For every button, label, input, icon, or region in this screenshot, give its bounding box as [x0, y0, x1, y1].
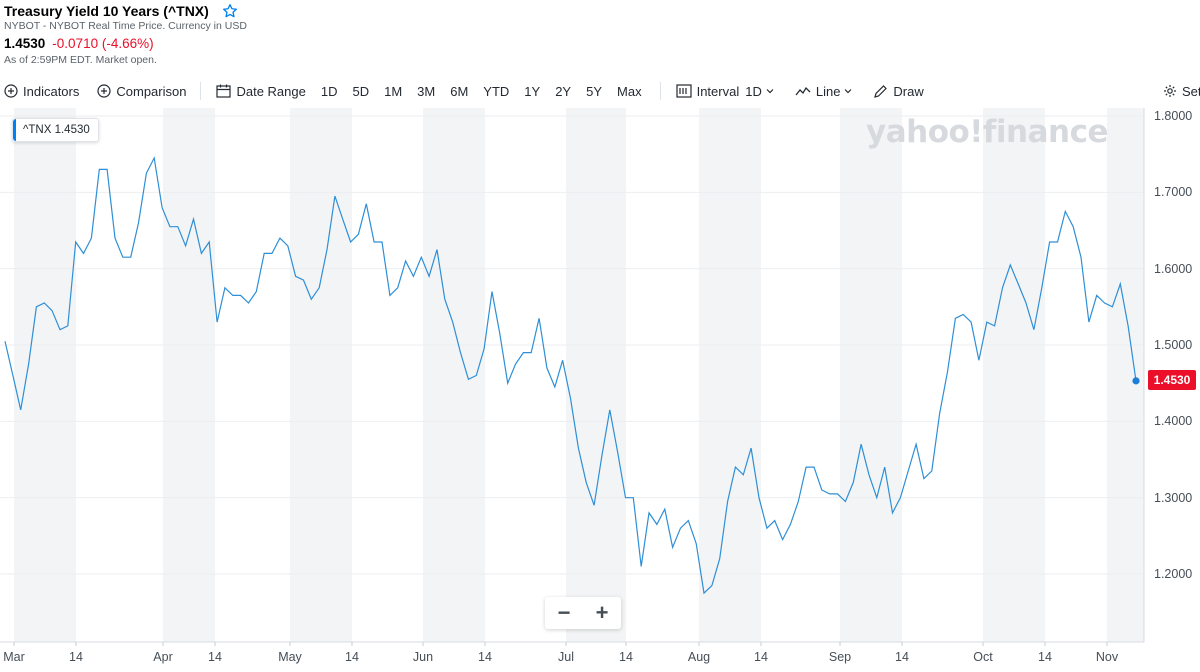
- draw-button[interactable]: Draw: [873, 83, 924, 99]
- month-band: [163, 108, 215, 642]
- interval-label: Interval: [696, 83, 740, 99]
- series-legend[interactable]: ^TNX 1.4530: [12, 118, 99, 142]
- price-line: [4, 156, 1137, 595]
- settings-label: Settings: [1182, 83, 1200, 99]
- x-tick-label: May: [278, 650, 302, 664]
- exchange-info: NYBOT - NYBOT Real Time Price. Currency …: [4, 20, 247, 32]
- interval-icon: [675, 84, 692, 98]
- date-range-button[interactable]: Date Range: [216, 83, 306, 99]
- x-tick-label: 14: [208, 650, 222, 664]
- range-2y[interactable]: 2Y: [555, 83, 572, 99]
- x-tick-label: 14: [895, 650, 909, 664]
- month-band: [566, 108, 626, 642]
- zoom-controls: − +: [545, 597, 621, 629]
- month-band: [423, 108, 485, 642]
- range-max[interactable]: Max: [617, 83, 642, 99]
- settings-button[interactable]: Settings: [1163, 84, 1200, 99]
- toolbar-divider: [200, 82, 202, 100]
- yahoo-finance-watermark: yahoo!finance: [866, 114, 1109, 150]
- x-tick-label: 14: [1038, 650, 1052, 664]
- x-tick-label: 14: [345, 650, 359, 664]
- chart-type-label: Line: [815, 83, 841, 99]
- range-6m[interactable]: 6M: [450, 83, 469, 99]
- x-tick-label: Nov: [1095, 650, 1119, 664]
- x-tick-label: 14: [619, 650, 633, 664]
- page-title: Treasury Yield 10 Years (^TNX): [4, 3, 209, 19]
- y-tick-label: 1.3000: [1154, 490, 1193, 505]
- month-band: [290, 108, 352, 642]
- month-band: [14, 108, 76, 642]
- month-band: [699, 108, 761, 642]
- month-band: [1107, 108, 1144, 642]
- gear-icon: [1164, 85, 1176, 97]
- x-tick-label: Apr: [153, 650, 173, 664]
- price-change: -0.0710 (-4.66%): [52, 36, 154, 51]
- range-1d[interactable]: 1D: [320, 83, 338, 99]
- x-tick-label: Mar: [3, 650, 25, 664]
- gridlines: [0, 115, 1144, 575]
- plus-circle-icon: [4, 84, 18, 98]
- zoom-out-button[interactable]: −: [557, 600, 571, 625]
- interval-dropdown[interactable]: Interval 1D: [675, 83, 779, 99]
- range-ytd[interactable]: YTD: [483, 83, 510, 99]
- star-icon[interactable]: [222, 3, 238, 19]
- current-price: 1.4530: [4, 36, 46, 51]
- calendar-icon: [216, 84, 232, 98]
- date-range-label: Date Range: [236, 83, 306, 99]
- month-bands: [14, 108, 1144, 642]
- x-tick-label: Aug: [687, 650, 711, 664]
- y-tick-label: 1.2000: [1154, 567, 1193, 581]
- indicators-label: Indicators: [23, 83, 80, 99]
- plus-circle-icon: [97, 84, 111, 98]
- x-tick-label: 14: [69, 650, 83, 664]
- title-row: Treasury Yield 10 Years (^TNX): [4, 1, 604, 21]
- indicators-button[interactable]: Indicators: [4, 84, 79, 99]
- market-status: As of 2:59PM EDT. Market open.: [4, 54, 157, 66]
- zoom-in-button[interactable]: +: [595, 600, 609, 625]
- x-tick-label: Jul: [558, 650, 574, 664]
- range-5y[interactable]: 5Y: [586, 83, 603, 99]
- y-tick-label: 1.5000: [1154, 338, 1193, 352]
- toolbar-divider: [659, 82, 661, 100]
- chevron-down-icon: [766, 89, 774, 94]
- last-price-dot: [1132, 377, 1140, 385]
- interval-value: 1D: [745, 83, 762, 99]
- line-chart-icon: [795, 86, 811, 96]
- y-tick-label: 1.8000: [1154, 109, 1193, 123]
- last-price-tag: 1.4530: [1148, 370, 1196, 390]
- x-tick-marks: [13, 642, 1108, 646]
- comparison-button[interactable]: Comparison: [97, 84, 186, 99]
- range-3m[interactable]: 3M: [417, 83, 436, 99]
- y-tick-label: 1.4000: [1154, 414, 1193, 429]
- chart-toolbar: Indicators Comparison Date Range 1D 5D 1…: [0, 78, 1200, 104]
- y-tick-label: 1.6000: [1154, 261, 1193, 276]
- x-tick-label: Jun: [412, 650, 434, 664]
- range-1y[interactable]: 1Y: [524, 83, 541, 99]
- range-1m[interactable]: 1M: [384, 83, 403, 99]
- x-tick-label: Oct: [973, 650, 993, 664]
- chevron-down-icon: [844, 89, 852, 94]
- draw-label: Draw: [893, 83, 924, 99]
- pencil-icon: [874, 84, 888, 98]
- month-band: [840, 108, 902, 642]
- legend-label: ^TNX 1.4530: [23, 124, 90, 136]
- x-tick-label: 14: [754, 650, 768, 664]
- month-band: [983, 108, 1045, 642]
- chart-type-dropdown[interactable]: Line: [795, 84, 858, 99]
- quote-header: Treasury Yield 10 Years (^TNX) NYBOT - N…: [4, 0, 604, 66]
- range-5d[interactable]: 5D: [352, 83, 370, 99]
- comparison-label: Comparison: [116, 83, 187, 99]
- x-tick-label: Sep: [828, 650, 852, 664]
- x-tick-label: 14: [478, 650, 492, 664]
- price-row: 1.4530 -0.0710 (-4.66%): [4, 36, 604, 51]
- y-tick-label: 1.7000: [1154, 185, 1193, 200]
